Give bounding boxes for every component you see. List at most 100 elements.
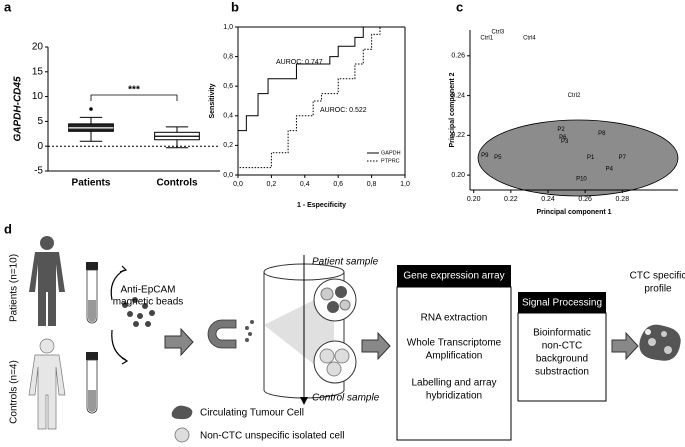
patient-silhouette [29,236,65,326]
sample-label: Patient sample [312,257,379,268]
x-axis-label: Principal component 1 [536,209,611,216]
x-tick-label: 0.26 [578,196,592,203]
outlier [89,107,93,111]
y-tick-label: 0,2 [223,142,233,149]
y-tick-label: 20 [32,42,44,53]
group-label: Patients (n=10) [9,254,20,322]
beads-label: Anti-EpCAM [120,285,175,296]
x-tick-label: 0,0 [233,181,243,188]
step: Whole Transcriptome [407,338,502,349]
point-label: Ctrl3 [492,30,505,36]
diagram: Patients (n=10) Controls (n=4) Anti-E [9,236,685,443]
x-tick-label: 0,4 [300,181,310,188]
legend-icon [174,427,190,443]
x-tick-label: 0.22 [504,196,518,203]
x-tick-label: 1,0 [400,181,410,188]
y-tick-label: 10 [32,91,44,102]
y-tick-label: 0,0 [223,172,233,179]
flow-arrow [164,327,194,357]
legend-label: GAPDH [381,150,401,156]
legend-label: PTPRC [381,158,400,164]
point-label: P2 [557,127,565,133]
sample-cells [313,286,357,384]
x-tick-label: Controls [156,178,198,189]
box-header [397,265,511,287]
y-axis-label: Principal component 2 [449,72,456,147]
point-label: P9 [481,153,489,159]
y-tick-label: 5 [37,116,43,127]
step: substraction [535,367,589,378]
step: hybridization [426,391,482,402]
result-label: profile [644,284,672,295]
box [517,312,607,402]
y-tick-label: 0.20 [451,172,465,179]
x-tick-label: 0,6 [333,181,343,188]
blood-tube [86,262,98,414]
x-tick-label: 0,8 [367,181,377,188]
annotation: AUROC: 0.747 [276,59,323,66]
y-tick-label: 15 [32,66,44,77]
flow-arrow [611,331,639,361]
point-label: P10 [576,177,587,183]
x-tick-label: 0.28 [615,196,629,203]
x-tick-label: Patients [72,178,111,189]
group-label: Controls (n=4) [9,360,20,424]
result-label: CTC specific [630,271,685,282]
significance-bracket [90,94,178,101]
roc-line [237,26,405,175]
y-tick-label: 0,8 [223,53,233,60]
point-label: P3 [561,139,569,145]
magnet [207,319,237,349]
y-axis-label: GAPDH-CD45 [13,76,24,141]
step: Labelling and array [411,378,496,389]
patient-sample [313,278,357,322]
panel-letter: b [231,0,239,14]
y-tick-label: -5 [34,166,43,177]
point-label: P5 [494,155,502,161]
point-label: P7 [619,155,627,161]
box-title: Signal Processing [522,298,602,309]
step: non-CTC [542,341,583,352]
y-tick-label: 0 [37,141,43,152]
point-label: P6 [559,135,567,141]
mix-arrow [110,265,129,365]
step: background [536,354,588,365]
annotation: *** [128,85,140,96]
step: RNA extraction [421,313,488,324]
legend-label: Circulating Tumour Cell [200,408,304,419]
box-title: Gene expression array [403,271,504,282]
legend-label: Non-CTC unspecific isolated cell [200,431,345,442]
cluster-ellipse [477,119,679,197]
box [396,286,512,441]
y-tick-label: 0.24 [451,92,465,99]
y-axis-label: Sensitivity [209,83,216,118]
beads-label: magnetic beads [113,297,184,308]
x-axis-label: 1 - Especificity [297,202,346,209]
x-tick-label: 0.20 [467,196,481,203]
sample-label: Control sample [312,393,380,404]
panel-letter: d [4,221,12,236]
y-tick-label: 0,4 [223,113,233,120]
legend-icon [171,405,193,420]
point-label: P1 [587,155,595,161]
panel-letter: a [4,0,12,14]
annotation: AUROC: 0.522 [320,107,367,114]
x-tick-label: 0,2 [267,181,277,188]
x-tick-label: 0.24 [541,196,555,203]
panel-letter: c [456,0,463,14]
ctc-profile [639,324,681,361]
y-tick-label: 0.26 [451,53,465,60]
point-label: Ctrl2 [568,93,581,99]
y-tick-label: 0,6 [223,83,233,90]
box-header [518,292,606,313]
beads [122,297,155,327]
step: Amplification [426,351,483,362]
roc-line [237,26,405,175]
point-label: Ctrl1 [480,36,493,42]
control-silhouette [28,338,66,430]
y-tick-label: 1,0 [223,24,233,31]
point-label: P4 [606,167,614,173]
point-label: Ctrl4 [523,36,536,42]
step: Bioinformatic [533,328,591,339]
